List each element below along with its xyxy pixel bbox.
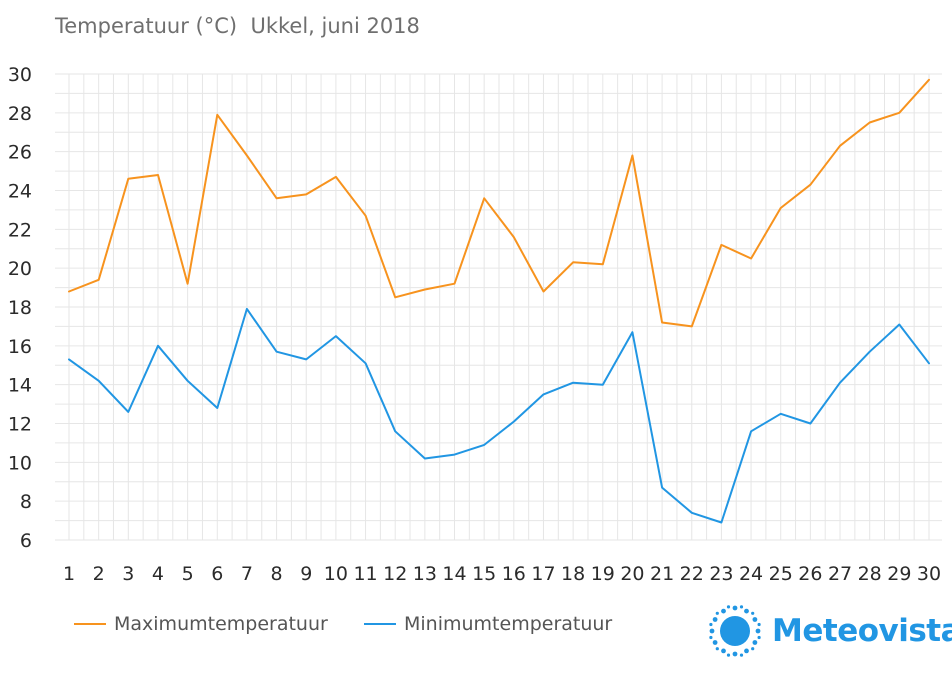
sun-ray <box>757 622 761 627</box>
chart-title: Temperatuur (°C) Ukkel, juni 2018 <box>55 14 420 38</box>
x-tick-label: 23 <box>709 563 733 585</box>
x-tick-label: 20 <box>620 563 644 585</box>
x-tick-label: 8 <box>271 563 283 585</box>
sun-icon <box>709 605 761 657</box>
y-axis-ticks: 6 8 10 12 14 16 18 20 22 24 26 28 30 <box>8 64 32 552</box>
x-tick-label: 30 <box>917 563 941 585</box>
sun-ray <box>744 608 749 614</box>
x-tick-label: 10 <box>324 563 348 585</box>
x-tick-label: 9 <box>300 563 312 585</box>
y-tick-label: 18 <box>8 297 32 319</box>
x-axis-ticks: 1 2 3 4 5 6 7 8 9 10 11 12 13 14 15 16 17 18 19 20 21 22 23 24 2… <box>63 563 941 585</box>
x-tick-label: 7 <box>241 563 253 585</box>
y-tick-label: 16 <box>8 336 32 358</box>
x-tick-label: 6 <box>211 563 223 585</box>
brand-logo: Meteovista <box>706 602 952 660</box>
x-tick-label: 18 <box>561 563 585 585</box>
brand-name: Meteovista <box>772 613 952 649</box>
series-group <box>68 78 930 524</box>
y-tick-label: 6 <box>20 530 32 552</box>
x-tick-label: 25 <box>769 563 793 585</box>
x-tick-label: 29 <box>887 563 911 585</box>
y-tick-label: 24 <box>8 181 32 203</box>
x-tick-label: 1 <box>63 563 75 585</box>
sun-ray <box>721 648 726 654</box>
sun-ray <box>709 635 713 640</box>
x-tick-label: 16 <box>502 563 526 585</box>
y-tick-label: 26 <box>8 142 32 164</box>
y-tick-label: 10 <box>8 452 32 474</box>
x-tick-label: 21 <box>650 563 674 585</box>
sun-ray <box>739 653 744 657</box>
sun-ray <box>757 635 761 640</box>
x-tick-label: 13 <box>413 563 437 585</box>
x-tick-label: 4 <box>152 563 164 585</box>
x-tick-label: 14 <box>442 563 466 585</box>
sun-ray <box>712 640 718 645</box>
x-tick-label: 12 <box>383 563 407 585</box>
series-line-min <box>68 307 930 524</box>
y-tick-label: 30 <box>8 64 32 86</box>
x-tick-label: 11 <box>353 563 377 585</box>
y-tick-label: 14 <box>8 375 32 397</box>
sun-ray <box>732 605 738 611</box>
sun-ray <box>752 640 758 645</box>
legend-item-max: Maximumtemperatuur <box>74 613 328 635</box>
sun-ray <box>726 653 731 657</box>
x-tick-label: 5 <box>182 563 194 585</box>
legend-item-min: Minimumtemperatuur <box>364 613 612 635</box>
x-tick-label: 15 <box>472 563 496 585</box>
sun-ray <box>715 647 719 651</box>
sun-ray <box>751 647 755 651</box>
y-tick-label: 20 <box>8 258 32 280</box>
x-tick-label: 22 <box>680 563 704 585</box>
sun-ray <box>744 648 749 654</box>
sun-ray <box>752 617 758 622</box>
x-tick-label: 3 <box>122 563 134 585</box>
sun-ray <box>739 605 744 609</box>
sun-ray <box>732 651 738 657</box>
legend-swatch-max <box>74 623 106 625</box>
x-tick-label: 17 <box>531 563 555 585</box>
y-tick-label: 8 <box>20 491 32 513</box>
sun-ray <box>709 622 713 627</box>
grid <box>55 73 942 541</box>
x-tick-label: 28 <box>858 563 882 585</box>
series-line-max <box>68 78 930 328</box>
x-tick-label: 26 <box>798 563 822 585</box>
sun-ray <box>755 628 761 634</box>
legend-swatch-min <box>364 623 396 625</box>
x-tick-label: 24 <box>739 563 763 585</box>
y-tick-label: 22 <box>8 219 32 241</box>
legend-label-max: Maximumtemperatuur <box>114 613 328 635</box>
sun-ray <box>715 611 719 615</box>
sun-ray <box>712 617 718 622</box>
legend-label-min: Minimumtemperatuur <box>404 613 613 635</box>
y-tick-label: 28 <box>8 103 32 125</box>
y-tick-label: 12 <box>8 414 32 436</box>
sun-ray <box>751 611 755 615</box>
x-tick-label: 2 <box>93 563 105 585</box>
x-tick-label: 27 <box>828 563 852 585</box>
sun-ray <box>726 605 731 609</box>
sun-ray <box>721 608 726 614</box>
sun-ray <box>709 628 715 634</box>
x-tick-label: 19 <box>591 563 615 585</box>
